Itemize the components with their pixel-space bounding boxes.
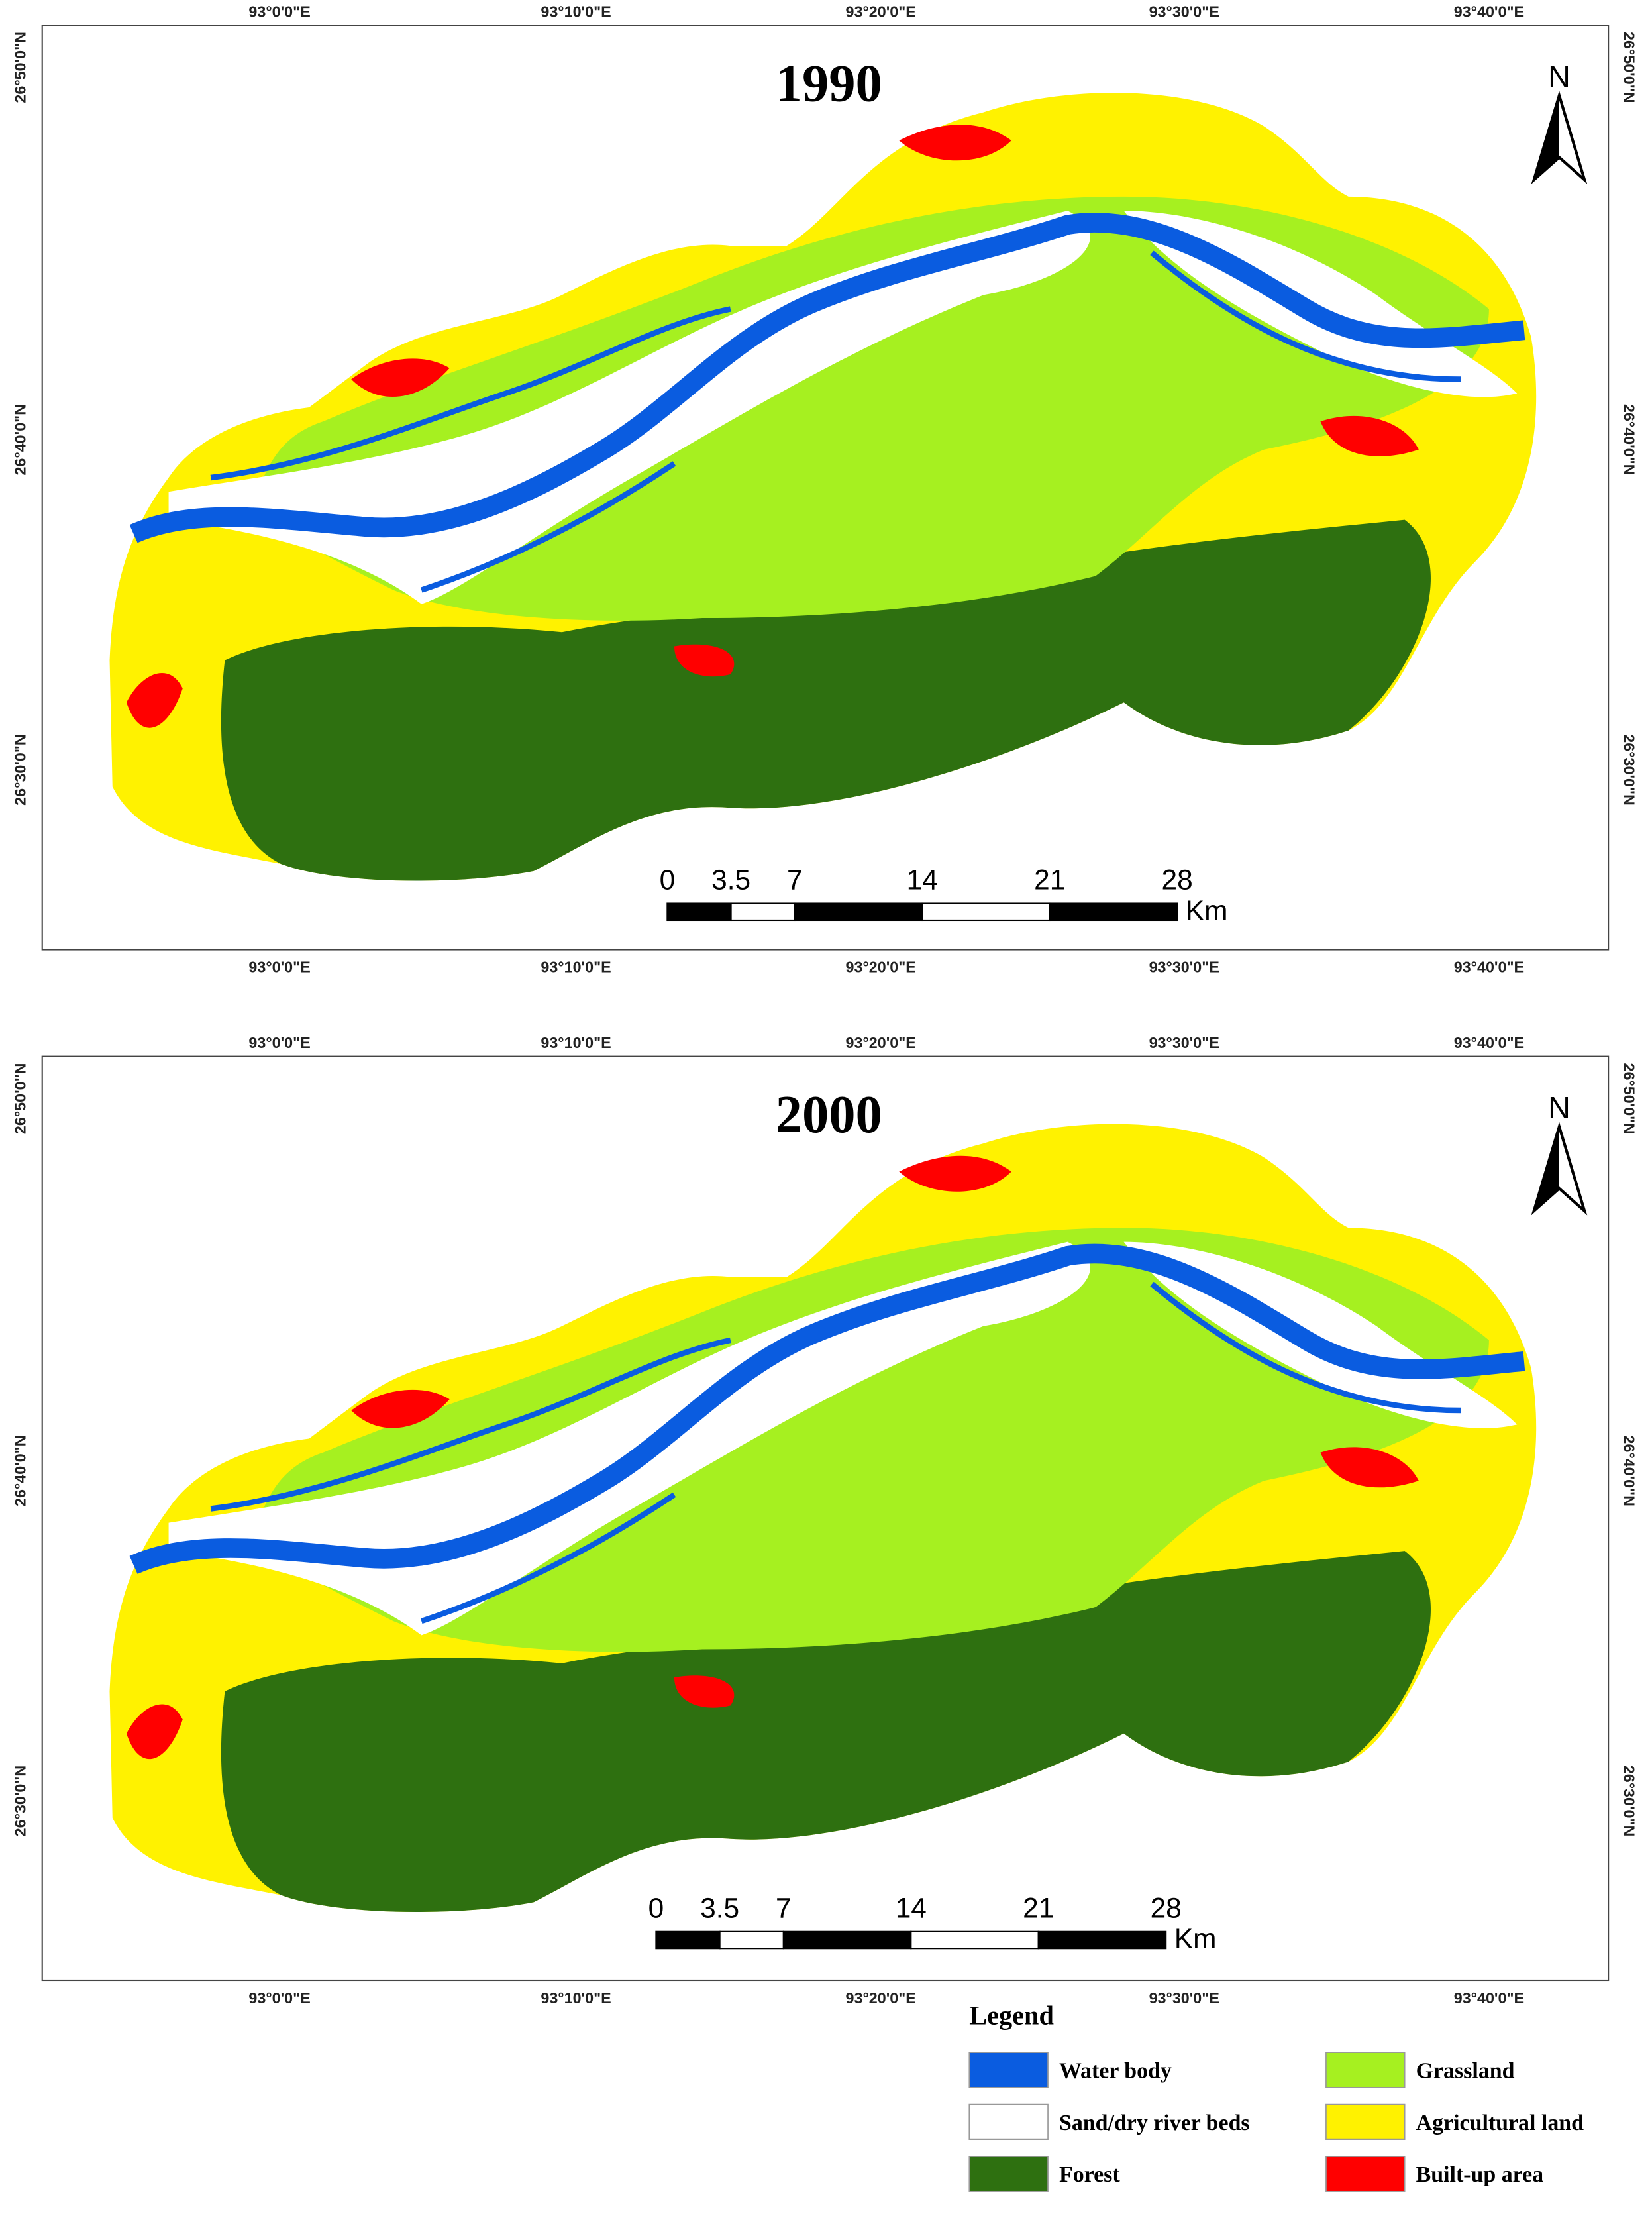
scale-label: 21 xyxy=(1034,864,1065,895)
top-longitude-label: 93°40'0"E xyxy=(1454,1034,1524,1051)
top-longitude-label: 93°30'0"E xyxy=(1149,1034,1219,1051)
legend-swatch xyxy=(968,2103,1049,2140)
scale-label: 14 xyxy=(907,864,938,895)
top-longitude-label: 93°0'0"E xyxy=(248,3,310,20)
scale-segment xyxy=(719,1930,784,1950)
scale-segment xyxy=(921,902,1051,922)
scale-label: 7 xyxy=(776,1893,792,1924)
top-longitude-label: 93°0'0"E xyxy=(248,1034,310,1051)
bottom-longitude-label: 93°0'0"E xyxy=(248,1989,310,2007)
map-title: 2000 xyxy=(776,1085,882,1144)
bottom-longitude-label: 93°10'0"E xyxy=(541,1989,611,2007)
legend-label: Forest xyxy=(1059,2162,1120,2187)
right-latitude-label: 26°50'0"N xyxy=(1620,32,1637,103)
legend-swatch xyxy=(1325,2156,1406,2192)
scale-label: 28 xyxy=(1162,864,1193,895)
scale-label: 7 xyxy=(787,864,803,895)
top-longitude-label: 93°20'0"E xyxy=(846,3,916,20)
left-latitude-label: 26°50'0"N xyxy=(11,1063,28,1134)
north-label: N xyxy=(1548,1090,1571,1125)
left-latitude-label: 26°30'0"N xyxy=(11,1766,28,1837)
right-latitude-label: 26°30'0"N xyxy=(1620,734,1637,806)
bottom-longitude-label: 93°40'0"E xyxy=(1454,1989,1524,2007)
scale-segment xyxy=(910,1930,1039,1950)
legend-swatch xyxy=(968,2052,1049,2088)
scale-label: 0 xyxy=(660,864,676,895)
bottom-longitude-label: 93°40'0"E xyxy=(1454,958,1524,975)
bottom-longitude-label: 93°20'0"E xyxy=(846,1989,916,2007)
top-longitude-label: 93°30'0"E xyxy=(1149,3,1219,20)
legend-label: Built-up area xyxy=(1416,2162,1544,2187)
scale-segment xyxy=(1049,902,1178,922)
scale-segment xyxy=(655,1930,721,1950)
scale-label: 14 xyxy=(896,1893,927,1924)
scale-label: 3.5 xyxy=(711,864,750,895)
north-arrow-half xyxy=(1533,95,1559,180)
right-latitude-label: 26°40'0"N xyxy=(1620,1435,1637,1506)
bottom-longitude-label: 93°20'0"E xyxy=(846,958,916,975)
legend-label: Water body xyxy=(1059,2058,1172,2083)
scale-label: 3.5 xyxy=(700,1893,739,1924)
scale-unit: Km xyxy=(1174,1923,1217,1954)
scale-label: 0 xyxy=(648,1893,664,1924)
legend-label: Agricultural land xyxy=(1416,2111,1584,2135)
left-latitude-label: 26°50'0"N xyxy=(11,32,28,103)
north-label: N xyxy=(1548,59,1571,93)
legend-swatch xyxy=(968,2156,1049,2192)
map-panel: 1990 N 93°0'0"E 93°10'0"E 93°20'0"E 93°30'0"E… xyxy=(11,3,1637,975)
scale-segment xyxy=(730,902,796,922)
scale-segment xyxy=(666,902,732,922)
legend-title: Legend xyxy=(969,2001,1054,2030)
map-title: 1990 xyxy=(776,54,882,113)
scale-segment xyxy=(782,1930,912,1950)
left-latitude-label: 26°40'0"N xyxy=(11,1435,28,1506)
bottom-longitude-label: 93°30'0"E xyxy=(1149,958,1219,975)
scale-label: 28 xyxy=(1151,1893,1182,1924)
left-latitude-label: 26°40'0"N xyxy=(11,404,28,476)
legend-swatch xyxy=(1325,2052,1406,2088)
bottom-longitude-label: 93°10'0"E xyxy=(541,958,611,975)
legend-label: Sand/dry river beds xyxy=(1059,2111,1250,2135)
map-panel: 2000 N 93°0'0"E 93°10'0"E 93°20'0"E 93°30'0"E… xyxy=(11,1034,1637,2007)
right-latitude-label: 26°30'0"N xyxy=(1620,1766,1637,1837)
legend-swatch xyxy=(1325,2103,1406,2140)
bottom-longitude-label: 93°30'0"E xyxy=(1149,1989,1219,2007)
right-latitude-label: 26°40'0"N xyxy=(1620,404,1637,476)
scale-label: 21 xyxy=(1023,1893,1054,1924)
bottom-longitude-label: 93°0'0"E xyxy=(248,958,310,975)
top-longitude-label: 93°20'0"E xyxy=(846,1034,916,1051)
scale-segment xyxy=(794,902,923,922)
left-latitude-label: 26°30'0"N xyxy=(11,734,28,806)
north-arrow-half xyxy=(1533,1126,1559,1211)
scale-unit: Km xyxy=(1186,895,1228,926)
top-longitude-label: 93°40'0"E xyxy=(1454,3,1524,20)
top-longitude-label: 93°10'0"E xyxy=(541,3,611,20)
right-latitude-label: 26°50'0"N xyxy=(1620,1063,1637,1134)
legend-label: Grassland xyxy=(1416,2058,1515,2083)
scale-segment xyxy=(1037,1930,1167,1950)
top-longitude-label: 93°10'0"E xyxy=(541,1034,611,1051)
